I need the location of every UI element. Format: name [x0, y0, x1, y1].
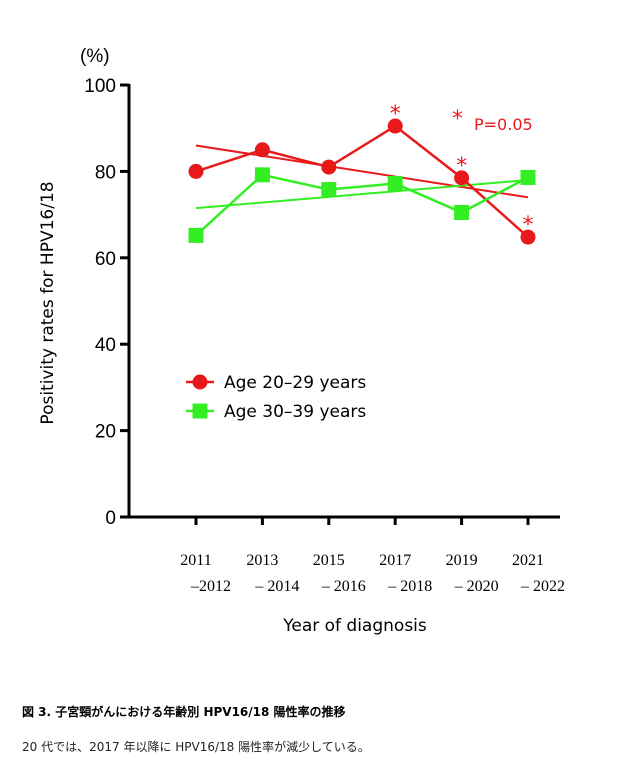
- legend: Age 20–29 years Age 30–39 years: [186, 373, 366, 422]
- data-point-circle: [520, 229, 536, 245]
- data-point-square: [387, 175, 403, 191]
- data-point-square: [520, 169, 536, 185]
- series-line: [195, 124, 529, 238]
- x-tick-label-range: – 2016: [321, 578, 366, 595]
- x-tick-label-range: –2012: [190, 578, 231, 595]
- y-tick-label: 0: [105, 508, 116, 529]
- y-axis-label: Positivity rates for HPV16/18: [38, 181, 58, 424]
- hpv-positivity-chart: (%) Positivity rates for HPV16/18 Year o…: [38, 46, 565, 636]
- x-tick-label: 2015: [313, 552, 345, 569]
- x-axis-label: Year of diagnosis: [282, 616, 427, 636]
- data-point-circle: [387, 118, 403, 134]
- data-point-circle: [321, 159, 337, 175]
- x-tick-label-range: – 2020: [454, 578, 499, 595]
- legend-label: Age 20–29 years: [224, 373, 366, 393]
- y-unit-label: (%): [80, 46, 110, 67]
- legend-marker-circle: [192, 374, 208, 390]
- legend-label: Age 30–39 years: [224, 402, 366, 422]
- x-tick-label-range: – 2018: [387, 578, 432, 595]
- significance-key-label: P=0.05: [474, 115, 533, 134]
- x-tick-label: 2019: [446, 552, 478, 569]
- significance-annotations: * * * * P=0.05: [390, 102, 534, 238]
- figure-caption-title: 図 3. 子宮頸がんにおける年齢別 HPV16/18 陽性率の推移: [22, 705, 346, 719]
- x-tick-label: 2013: [246, 552, 278, 569]
- x-tick-label: 2011: [180, 552, 211, 569]
- y-tick-label: 60: [95, 249, 116, 270]
- significance-star: *: [456, 154, 467, 179]
- y-tick-label: 80: [95, 162, 116, 183]
- x-tick-label: 2017: [379, 552, 411, 569]
- x-tick-label-range: – 2014: [254, 578, 299, 595]
- y-tick-label: 40: [95, 335, 116, 356]
- data-point-square: [188, 227, 204, 243]
- data-point-square: [321, 182, 337, 198]
- series-group: [188, 118, 536, 245]
- axes: 0 20 40 60 80 100 2011 –2012 2013 – 2014 2015 – 201…: [84, 76, 565, 595]
- significance-key-star: *: [452, 107, 463, 132]
- series-line: [195, 173, 529, 237]
- data-point-square: [454, 204, 470, 220]
- data-point-circle: [254, 142, 270, 158]
- y-tick-label: 100: [84, 76, 116, 97]
- trend-line: [195, 179, 529, 210]
- data-point-circle: [454, 170, 470, 186]
- significance-star: *: [390, 102, 401, 127]
- y-tick-label: 20: [95, 422, 116, 443]
- data-point-square: [254, 167, 270, 183]
- legend-marker-square: [192, 403, 208, 419]
- significance-star: *: [523, 213, 534, 238]
- x-tick-label-range: – 2022: [520, 578, 565, 595]
- x-tick-label: 2021: [512, 552, 544, 569]
- data-point-circle: [188, 163, 204, 179]
- figure-caption-text: 20 代では、2017 年以降に HPV16/18 陽性率が減少している。: [22, 740, 370, 754]
